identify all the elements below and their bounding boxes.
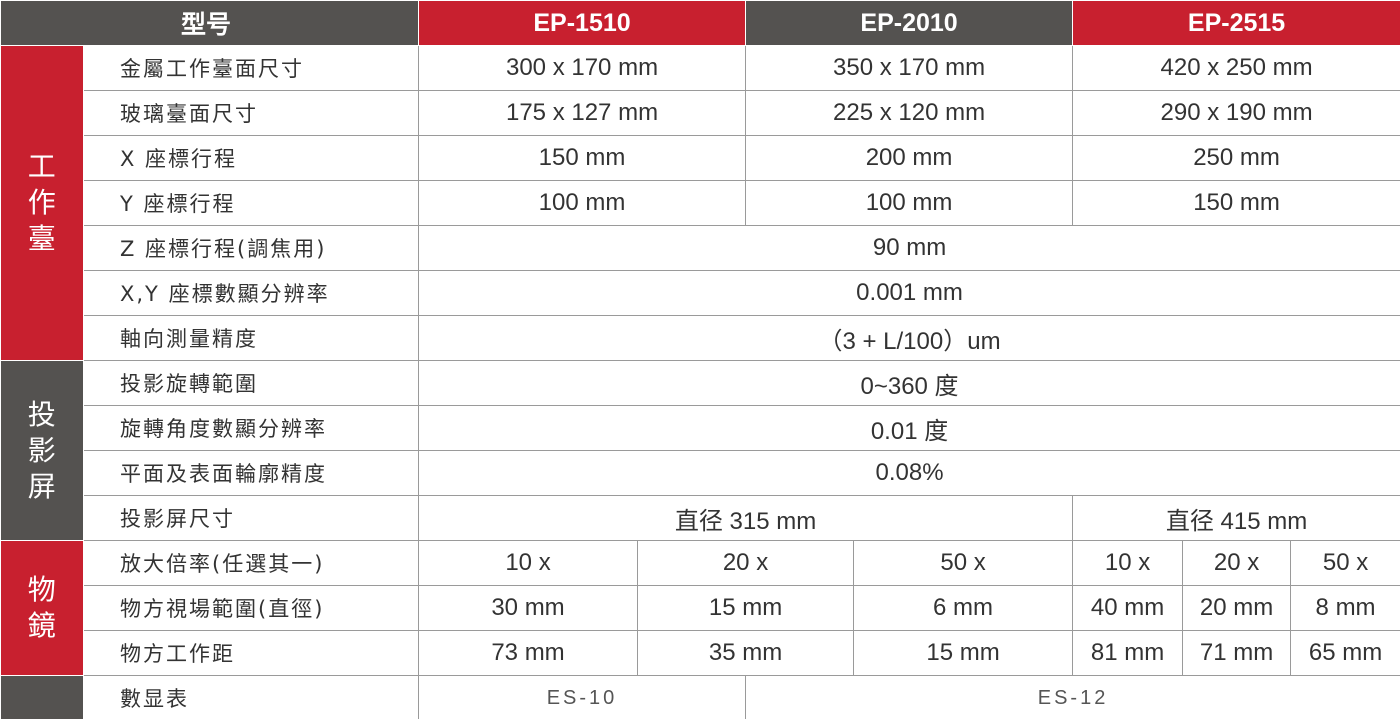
row: 物鏡 放大倍率(任選其一) 10 x 20 x 50 x 10 x 20 x 50 x: [0, 540, 1400, 676]
value-cell: 250 mm: [1072, 135, 1400, 181]
row-label: X,Y 座標數顯分辨率: [82, 270, 420, 316]
value-cell: 150 mm: [1072, 180, 1400, 226]
row-label: 平面及表面輪廓精度: [82, 450, 420, 496]
row: 投影屏尺寸 直径 315 mm 直径 415 mm: [1, 495, 1400, 541]
row-label: 物方工作距: [82, 630, 420, 676]
row-label: 物方視場範圍(直徑): [82, 585, 420, 631]
value-cell: 20 mm: [1182, 585, 1292, 631]
row: 工作臺 金屬工作臺面尺寸 300 x 170 mm 350 x 170 mm 420 x…: [0, 45, 1400, 361]
value-cell: 直径 315 mm: [418, 495, 1074, 541]
value-cell: 直径 415 mm: [1072, 495, 1400, 541]
value-cell: 65 mm: [1290, 630, 1400, 676]
row: 平面及表面輪廓精度 0.08%: [1, 450, 1400, 496]
group-label: 物鏡: [27, 573, 56, 642]
value-cell: 20 x: [637, 540, 855, 586]
row: 物方視場範圍(直徑) 30 mm 15 mm 6 mm 40 mm 20 mm 8 mm: [1, 585, 1400, 631]
value-cell: 73 mm: [418, 630, 639, 676]
row: 型号 EP-1510 EP-2010 EP-2515: [0, 0, 1400, 46]
value-cell: 40 mm: [1072, 585, 1184, 631]
value-cell: 100 mm: [745, 180, 1074, 226]
row-label: X 座標行程: [82, 135, 420, 181]
header-cell: EP-2515: [1072, 0, 1400, 46]
value-cell: 0~360 度: [418, 360, 1400, 406]
row-label: 投影屏尺寸: [82, 495, 420, 541]
value-cell: 175 x 127 mm: [418, 90, 747, 136]
group-cell: [0, 675, 84, 719]
header-model: 型号: [0, 0, 420, 46]
row: 軸向測量精度 （3 + L/100）um: [1, 315, 1400, 361]
value-cell: 290 x 190 mm: [1072, 90, 1400, 136]
value-cell: 6 mm: [853, 585, 1074, 631]
row: Z 座標行程(調焦用) 90 mm: [1, 225, 1400, 271]
value-cell: 81 mm: [1072, 630, 1184, 676]
row: 旋轉角度數顯分辨率 0.01 度: [1, 405, 1400, 451]
value-cell: 20 x: [1182, 540, 1292, 586]
value-cell: 420 x 250 mm: [1072, 45, 1400, 91]
value-cell: 0.08%: [418, 450, 1400, 496]
value-cell: 50 x: [1290, 540, 1400, 586]
value-cell: 90 mm: [418, 225, 1400, 271]
group-cell: 投影屏: [0, 360, 84, 541]
value-cell: 71 mm: [1182, 630, 1292, 676]
row-label: 金屬工作臺面尺寸: [82, 45, 420, 91]
row: 數显表 ES-10 ES-12: [0, 675, 1400, 719]
header-cell: EP-1510: [418, 0, 747, 46]
value-cell: （3 + L/100）um: [418, 315, 1400, 361]
row-label: Y 座標行程: [82, 180, 420, 226]
value-cell: 30 mm: [418, 585, 639, 631]
row: 玻璃臺面尺寸 175 x 127 mm 225 x 120 mm 290 x 190 …: [1, 90, 1400, 136]
row: 物方工作距 73 mm 35 mm 15 mm 81 mm 71 mm 65 mm: [1, 630, 1400, 676]
row-label: 數显表: [82, 675, 420, 719]
row-label: 玻璃臺面尺寸: [82, 90, 420, 136]
value-cell: 50 x: [853, 540, 1074, 586]
row: Y 座標行程 100 mm 100 mm 150 mm: [1, 180, 1400, 226]
value-cell: 350 x 170 mm: [745, 45, 1074, 91]
value-cell: 150 mm: [418, 135, 747, 181]
row: 投影屏 投影旋轉範圍 0~360 度: [0, 360, 1400, 541]
row-label: Z 座標行程(調焦用): [82, 225, 420, 271]
value-cell: 0.001 mm: [418, 270, 1400, 316]
value-cell: 0.01 度: [418, 405, 1400, 451]
row-label: 旋轉角度數顯分辨率: [82, 405, 420, 451]
row-label: 投影旋轉範圍: [82, 360, 420, 406]
group-label: 投影屏: [27, 397, 56, 503]
value-cell: ES-10: [418, 675, 747, 719]
row: X,Y 座標數顯分辨率 0.001 mm: [1, 270, 1400, 316]
group-cell: 工作臺: [0, 45, 84, 361]
row-label: 放大倍率(任選其一): [82, 540, 420, 586]
value-cell: 35 mm: [637, 630, 855, 676]
value-cell: 10 x: [418, 540, 639, 586]
group-cell: 物鏡: [0, 540, 84, 676]
value-cell: 15 mm: [853, 630, 1074, 676]
value-cell: 200 mm: [745, 135, 1074, 181]
value-cell: 100 mm: [418, 180, 747, 226]
value-cell: 10 x: [1072, 540, 1184, 586]
row: X 座標行程 150 mm 200 mm 250 mm: [1, 135, 1400, 181]
value-cell: 15 mm: [637, 585, 855, 631]
group-label: 工作臺: [27, 150, 56, 255]
value-cell: 8 mm: [1290, 585, 1400, 631]
value-cell: ES-12: [745, 675, 1400, 719]
row-label: 軸向測量精度: [82, 315, 420, 361]
header-cell: EP-2010: [745, 0, 1074, 46]
value-cell: 225 x 120 mm: [745, 90, 1074, 136]
value-cell: 300 x 170 mm: [418, 45, 747, 91]
